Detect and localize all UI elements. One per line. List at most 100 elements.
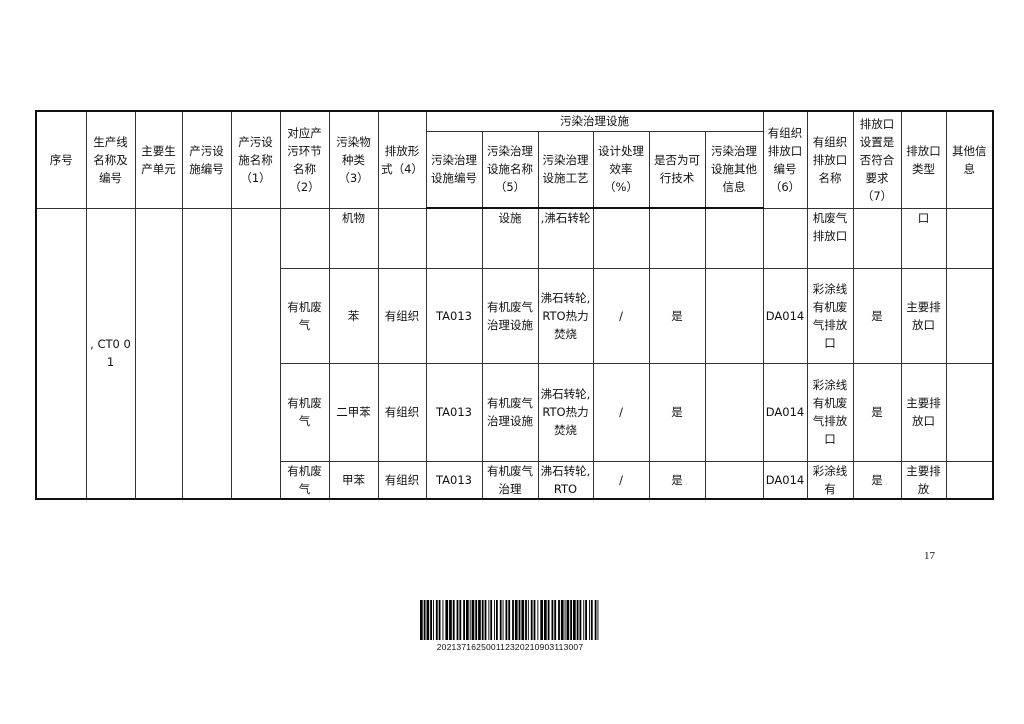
barcode-bar xyxy=(512,600,514,640)
sub-column-header: 污染治理设施名称（5） xyxy=(481,130,539,209)
barcode-bar xyxy=(466,600,469,640)
barcode-bar xyxy=(583,600,585,640)
table-cell: 主要排放 xyxy=(900,460,947,499)
table-cell xyxy=(592,207,650,269)
column-header: 序号 xyxy=(35,110,87,209)
table-cell: TA013 xyxy=(425,362,483,462)
barcode-bar xyxy=(594,600,597,640)
table-cell: 二甲苯 xyxy=(328,362,379,462)
barcode-bar xyxy=(471,600,475,640)
table-cell xyxy=(704,207,764,269)
table-cell: DA014 xyxy=(762,460,808,499)
barcode-bar xyxy=(423,600,426,640)
barcode-bar xyxy=(459,600,462,640)
table-cell: 机物 xyxy=(328,207,379,269)
table-cell: 有机废气 xyxy=(279,460,330,499)
table-cell: 是 xyxy=(852,267,902,364)
table-cell: 沸石转轮,RTO热力焚烧 xyxy=(537,362,594,462)
barcode-bar xyxy=(430,600,432,640)
table-cell xyxy=(704,267,764,364)
table-cell: 是 xyxy=(648,460,706,499)
table-cell: 彩涂线有机废气排放口 xyxy=(806,267,854,364)
table-cell: 彩涂线有 xyxy=(806,460,854,499)
page-number: 17 xyxy=(924,550,935,562)
barcode-bar xyxy=(420,600,423,640)
barcode-bar xyxy=(573,600,576,640)
table-cell xyxy=(704,460,764,499)
column-header: 产污设施编号 xyxy=(181,110,232,209)
barcode-bar xyxy=(484,600,487,640)
barcode-bar xyxy=(521,600,525,640)
barcode-bar xyxy=(530,600,533,640)
table-row: 有机废气 二甲苯 有组织 TA013 有机废气治理设施 沸石转轮,RTO热力焚烧 / 是 DA0… xyxy=(36,362,994,462)
barcode-bar xyxy=(518,600,521,640)
barcode-bar xyxy=(527,600,529,640)
barcode-bar xyxy=(508,600,511,640)
column-header: 其他信息 xyxy=(945,110,994,209)
table-cell: 口 xyxy=(900,207,947,269)
table-cell xyxy=(648,207,706,269)
table-cell: ,沸石转轮 xyxy=(537,207,594,269)
table-cell xyxy=(945,207,994,269)
table-cell: DA014 xyxy=(762,362,808,462)
barcode-bar xyxy=(433,600,434,640)
barcode-bar xyxy=(488,600,490,640)
table-cell xyxy=(762,207,808,269)
table-cell: 沸石转轮,RTO热力焚烧 xyxy=(537,267,594,364)
table-cell xyxy=(279,207,330,269)
barcode-bar xyxy=(496,600,498,640)
barcode-bar xyxy=(589,600,590,640)
barcode-bar xyxy=(544,600,547,640)
table-row: 有机废气苯有组织 TA013 有机废气治理设施 沸石转轮,RTO热力焚烧 / 是 DA014… xyxy=(36,267,994,364)
table-cell xyxy=(945,460,994,499)
table-cell: 苯 xyxy=(328,267,379,364)
barcode-bar xyxy=(438,600,441,640)
merged-cell-seq xyxy=(35,207,87,499)
column-header: 排放形式（4） xyxy=(377,110,427,209)
barcode-bar xyxy=(463,600,465,640)
table-cell: TA013 xyxy=(425,267,483,364)
barcode xyxy=(420,600,599,640)
barcode-bar xyxy=(597,600,599,640)
table-cell: 有组织 xyxy=(377,267,427,364)
barcode-bar xyxy=(579,600,582,640)
column-header: 有组织排放口编号（6） xyxy=(762,110,808,209)
group-header: 污染治理设施 xyxy=(425,110,764,132)
table-cell: 是 xyxy=(852,362,902,462)
sub-column-header: 污染治理设施编号 xyxy=(425,130,483,209)
table-cell: DA014 xyxy=(762,267,808,364)
table-cell: / xyxy=(592,362,650,462)
barcode-bar xyxy=(445,600,449,640)
column-header: 主要生产单元 xyxy=(134,110,183,209)
barcode-bar xyxy=(452,600,455,640)
column-header: 对应产污环节名称（2） xyxy=(279,110,330,209)
barcode-bar xyxy=(502,600,504,640)
barcode-bar xyxy=(554,600,557,640)
barcode-bar xyxy=(449,600,452,640)
table-row: , CT0 01 机物 设施 ,沸石转轮 机废气排放口口 xyxy=(35,207,994,499)
barcode-bar xyxy=(481,600,484,640)
barcode-bar xyxy=(478,600,481,640)
barcode-bar xyxy=(442,600,444,640)
barcode-bar xyxy=(490,600,493,640)
table-cell xyxy=(704,362,764,462)
table-cell: 主要排放口 xyxy=(900,362,947,462)
table-cell: / xyxy=(592,460,650,499)
barcode-bar xyxy=(426,600,430,640)
table-cell: 沸石转轮,RTO xyxy=(537,460,594,499)
table-cell xyxy=(377,207,427,269)
table-cell: 是 xyxy=(648,267,706,364)
barcode-bar xyxy=(514,600,518,640)
merged-cell-facility_name xyxy=(230,207,281,499)
table-cell: 有机废气治理设施 xyxy=(481,362,539,462)
table-cell: 有组织 xyxy=(377,362,427,462)
table-cell xyxy=(945,362,994,462)
table-cell: TA013 xyxy=(425,460,483,499)
table-cell: 有机废气 xyxy=(279,362,330,462)
column-header: 污染物种类（3） xyxy=(328,110,379,209)
barcode-bar xyxy=(564,600,566,640)
table-cell: 机废气排放口 xyxy=(806,207,854,269)
column-header: 产污设施名称（1） xyxy=(230,110,281,209)
table-cell xyxy=(425,207,483,269)
barcode-bar xyxy=(533,600,536,640)
